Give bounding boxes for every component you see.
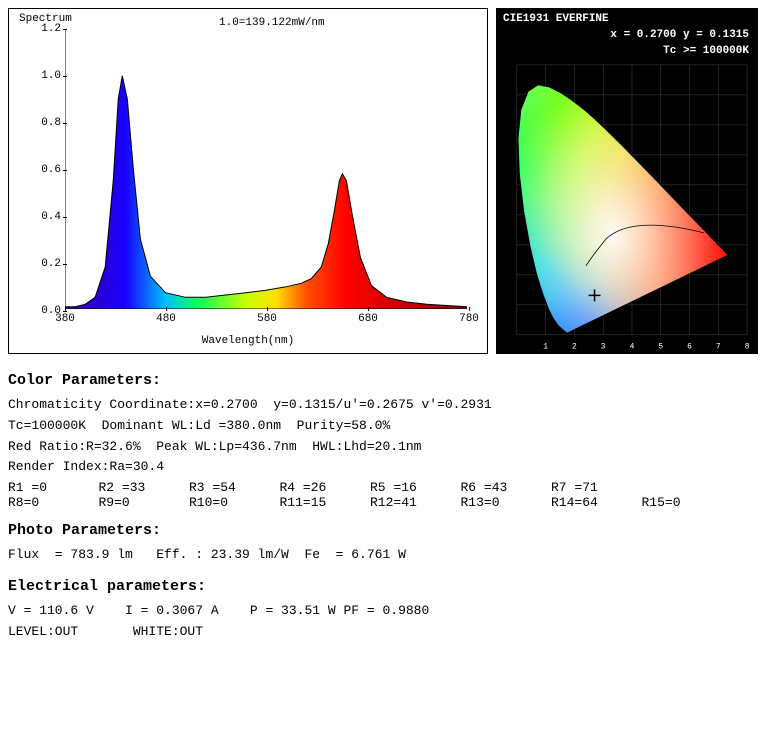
render-index-r6: R6 =43 <box>461 480 548 495</box>
svg-text:4: 4 <box>630 343 635 352</box>
chromaticity-line: Chromaticity Coordinate:x=0.2700 y=0.131… <box>8 395 762 416</box>
spectrum-xtick: 480 <box>156 313 176 325</box>
svg-text:8: 8 <box>745 343 750 352</box>
photo-line: Flux = 783.9 lm Eff. : 23.39 lm/W Fe = 6… <box>8 545 762 566</box>
render-index-r3: R3 =54 <box>189 480 276 495</box>
svg-text:3: 3 <box>601 343 606 352</box>
svg-text:2: 2 <box>572 343 577 352</box>
render-index-r10: R10=0 <box>189 495 276 510</box>
ra-line: Render Index:Ra=30.4 <box>8 457 762 478</box>
spectrum-svg <box>65 29 467 309</box>
svg-text:5: 5 <box>658 343 663 352</box>
tc-line: Tc=100000K Dominant WL:Ld =380.0nm Purit… <box>8 416 762 437</box>
cie-xy-label: x = 0.2700 y = 0.1315 <box>610 29 749 41</box>
spectrum-ytick: 0.2 <box>41 258 61 270</box>
spectrum-xtick: 380 <box>55 313 75 325</box>
svg-text:6: 6 <box>687 343 692 352</box>
spectrum-xtick: 680 <box>358 313 378 325</box>
render-index-r12: R12=41 <box>370 495 457 510</box>
svg-text:7: 7 <box>716 343 721 352</box>
spectrum-ytick: 0.4 <box>41 211 61 223</box>
render-index-r14: R14=64 <box>551 495 638 510</box>
spectrum-scale-label: 1.0=139.122mW/nm <box>219 17 325 29</box>
spectrum-ytick: 0.8 <box>41 117 61 129</box>
elec-line-2: LEVEL:OUT WHITE:OUT <box>8 622 762 643</box>
photo-params-title: Photo Parameters: <box>8 522 762 539</box>
spectrum-ytick: 1.0 <box>41 70 61 82</box>
render-index-grid: R1 =0 R2 =33R3 =54 R4 =26R5 =16 R6 =43R7 =7… <box>8 480 728 510</box>
cie-svg: 1 2 3 4 5 6 7 8 <box>497 9 757 353</box>
render-index-r8: R8=0 <box>8 495 95 510</box>
spectrum-ytick: 0.6 <box>41 164 61 176</box>
spectrum-plot-area <box>65 29 467 309</box>
svg-text:1: 1 <box>543 343 548 352</box>
color-params-title: Color Parameters: <box>8 372 762 389</box>
render-index-r1: R1 =0 <box>8 480 95 495</box>
elec-params-title: Electrical parameters: <box>8 578 762 595</box>
render-index-r7: R7 =71 <box>551 480 638 495</box>
render-index-r5: R5 =16 <box>370 480 457 495</box>
elec-line-1: V = 110.6 V I = 0.3067 A P = 33.51 W PF … <box>8 601 762 622</box>
render-index-r15: R15=0 <box>642 495 729 510</box>
render-index-r9: R9=0 <box>99 495 186 510</box>
cie-chart: 1 2 3 4 5 6 7 8 CIE1931 EVERFINE x = 0.2700 y =… <box>496 8 758 354</box>
red-ratio-line: Red Ratio:R=32.6% Peak WL:Lp=436.7nm HWL… <box>8 437 762 458</box>
spectrum-ytick: 1.2 <box>41 23 61 35</box>
cie-tc-label: Tc >= 100000K <box>663 45 749 57</box>
spectrum-chart: Spectrum 1.0=139.122mW/nm Wavelength(nm)… <box>8 8 488 354</box>
render-index-r2: R2 =33 <box>99 480 186 495</box>
spectrum-xtick: 780 <box>459 313 479 325</box>
render-index-r11: R11=15 <box>280 495 367 510</box>
spectrum-xlabel: Wavelength(nm) <box>202 335 294 347</box>
spectrum-xtick: 580 <box>257 313 277 325</box>
render-index-r13: R13=0 <box>461 495 548 510</box>
cie-title: CIE1931 EVERFINE <box>503 13 609 25</box>
render-index-r4: R4 =26 <box>280 480 367 495</box>
